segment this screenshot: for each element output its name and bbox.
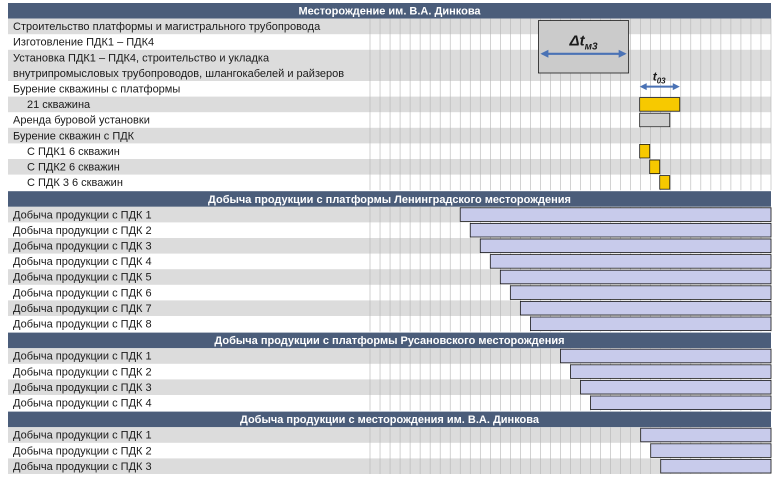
row-label: Бурение скважины с платформы xyxy=(13,84,180,96)
row-label: Добыча продукции с ПДК 2 xyxy=(13,225,152,237)
prod-bar xyxy=(499,269,772,285)
prod-bar xyxy=(570,364,772,379)
arrowhead-right xyxy=(618,49,627,58)
row-label: Строительство платформы и магистрального… xyxy=(13,21,321,33)
rent-bar xyxy=(639,112,671,128)
prod-bar xyxy=(650,443,772,458)
row-label: Изготовление ПДК1 – ПДК4 xyxy=(13,37,154,49)
prod-bar xyxy=(469,222,772,238)
delta-t-label: Δtм3 xyxy=(569,33,598,53)
drill-bar xyxy=(639,143,651,159)
prod-bar xyxy=(509,285,772,300)
row-label: Добыча продукции с ПДК 5 xyxy=(13,272,152,284)
section-title: Добыча продукции с месторождения им. В.А… xyxy=(240,414,540,426)
row-label: Добыча продукции с ПДК 4 xyxy=(13,256,152,268)
prod-bar xyxy=(489,254,772,269)
prod-bar xyxy=(640,427,772,443)
row-label: С ПДК 3 6 скважин xyxy=(27,177,123,189)
row-label: Добыча продукции с ПДК 1 xyxy=(13,430,152,442)
row-label: Добыча продукции с ПДК 7 xyxy=(13,303,152,315)
arrowhead-left xyxy=(540,49,549,58)
row-label: Добыча продукции с ПДК 6 xyxy=(13,287,152,299)
arrowhead-left xyxy=(639,83,647,91)
row-label: Добыча продукции с ПДК 2 xyxy=(13,445,152,457)
section-header xyxy=(8,411,771,428)
row-label: внутрипромысловых трубопроводов, шлангок… xyxy=(13,68,344,80)
row-label: Добыча продукции с ПДК 3 xyxy=(13,382,152,394)
section-header xyxy=(8,3,771,19)
prod-bar xyxy=(459,207,772,222)
delta-t-box xyxy=(538,20,630,74)
row-label: Бурение скважин с ПДК xyxy=(13,130,135,142)
row-label: Добыча продукции с ПДК 8 xyxy=(13,319,152,331)
row-label: Добыча продукции с ПДК 3 xyxy=(13,461,152,473)
drill-bar xyxy=(649,159,661,175)
row-label: 21 скважина xyxy=(27,99,91,111)
t03-label: t03 xyxy=(653,70,666,86)
row-label: Добыча продукции с ПДК 2 xyxy=(13,366,152,378)
row-label: С ПДК1 6 скважин xyxy=(27,146,120,158)
arrowhead-right xyxy=(672,83,680,91)
prod-bar xyxy=(519,300,772,316)
prod-bar xyxy=(660,458,772,474)
row-label: Аренда буровой установки xyxy=(13,115,150,127)
row-stripe xyxy=(8,49,771,81)
prod-bar xyxy=(560,348,772,364)
prod-bar xyxy=(580,379,772,395)
prod-bar xyxy=(479,238,772,254)
row-label: Добыча продукции с ПДК 1 xyxy=(13,209,152,221)
section-header xyxy=(8,332,771,349)
prod-bar xyxy=(590,395,772,411)
prod-bar xyxy=(530,316,772,332)
drill-bar xyxy=(639,97,681,112)
section-title: Добыча продукции с платформы Ленинградск… xyxy=(208,194,571,206)
row-label: С ПДК2 6 скважин xyxy=(27,162,120,174)
row-label: Установка ПДК1 – ПДК4, строительство и у… xyxy=(13,52,270,64)
row-label: Добыча продукции с ПДК 4 xyxy=(13,398,152,410)
drill-bar xyxy=(659,175,671,190)
row-label: Добыча продукции с ПДК 3 xyxy=(13,241,152,253)
section-title: Месторождение им. В.А. Динкова xyxy=(298,6,481,18)
section-title: Добыча продукции с платформы Русановског… xyxy=(214,335,564,347)
row-label: Добыча продукции с ПДК 1 xyxy=(13,351,152,363)
section-header xyxy=(8,191,771,207)
